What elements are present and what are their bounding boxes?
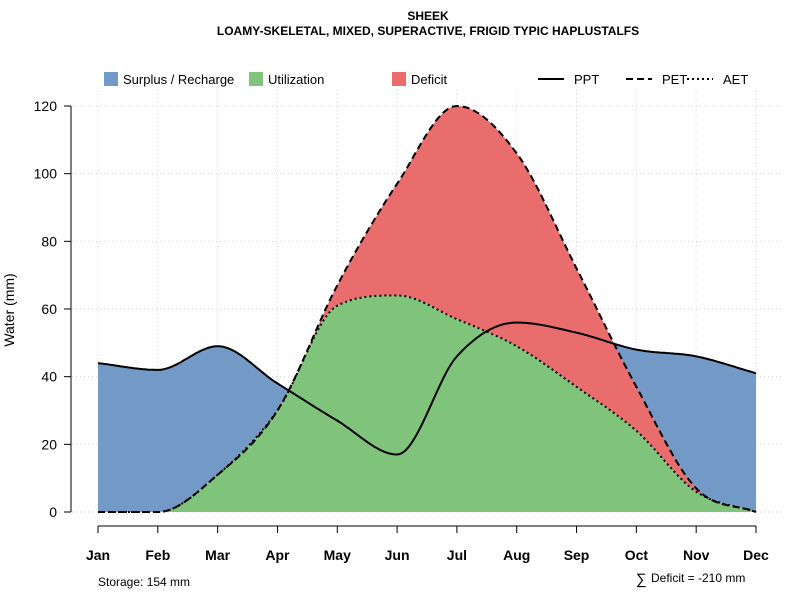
- legend-label: PPT: [574, 72, 599, 87]
- x-tick-label: Apr: [265, 547, 290, 563]
- series-lines: [97, 104, 757, 513]
- axes: 0 20 40 60 80 100 120 Jan Feb Mar Apr May Jun Jul Aug S…: [34, 98, 769, 563]
- x-tick-label: Nov: [683, 547, 710, 563]
- x-tick-label: Jul: [447, 547, 467, 563]
- deficit-area: [98, 106, 756, 512]
- x-tick-label: Oct: [625, 547, 649, 563]
- y-tick-label: 100: [34, 166, 58, 182]
- legend-label: PET: [662, 72, 687, 87]
- x-tick-label: Mar: [205, 547, 230, 563]
- x-tick-label: Jan: [86, 547, 110, 563]
- legend-swatch: [104, 72, 118, 86]
- pet-line: [98, 104, 757, 513]
- y-tick-label: 20: [41, 436, 57, 452]
- legend: Surplus / Recharge Utilization Deficit PPT P…: [104, 72, 748, 87]
- x-tick-label: Dec: [743, 547, 769, 563]
- x-tick-label: Aug: [503, 547, 530, 563]
- area-fills: [98, 106, 756, 512]
- y-tick-label: 60: [41, 301, 57, 317]
- y-tick-label: 80: [41, 233, 57, 249]
- y-tick-label: 0: [49, 504, 57, 520]
- deficit-annotation: Deficit = -210 mm: [651, 571, 745, 585]
- chart-subtitle: LOAMY-SKELETAL, MIXED, SUPERACTIVE, FRIG…: [217, 24, 639, 38]
- legend-label: Surplus / Recharge: [123, 72, 234, 87]
- legend-label: Deficit: [411, 72, 448, 87]
- x-tick-label: May: [324, 547, 351, 563]
- legend-swatch: [392, 72, 406, 86]
- storage-annotation: Storage: 154 mm: [98, 575, 190, 589]
- utilization-area: [98, 295, 756, 512]
- legend-label: Utilization: [268, 72, 324, 87]
- y-tick-label: 120: [34, 98, 58, 114]
- ppt-line: [97, 321, 757, 456]
- x-tick-label: Jun: [385, 547, 410, 563]
- legend-label: AET: [723, 72, 748, 87]
- legend-swatch: [249, 72, 263, 86]
- deficit-sum-symbol: ∑: [636, 571, 647, 588]
- x-tick-label: Sep: [564, 547, 590, 563]
- chart-title: SHEEK: [407, 9, 449, 23]
- x-tick-label: Feb: [145, 547, 170, 563]
- y-axis-label: Water (mm): [1, 273, 17, 346]
- y-tick-label: 40: [41, 369, 57, 385]
